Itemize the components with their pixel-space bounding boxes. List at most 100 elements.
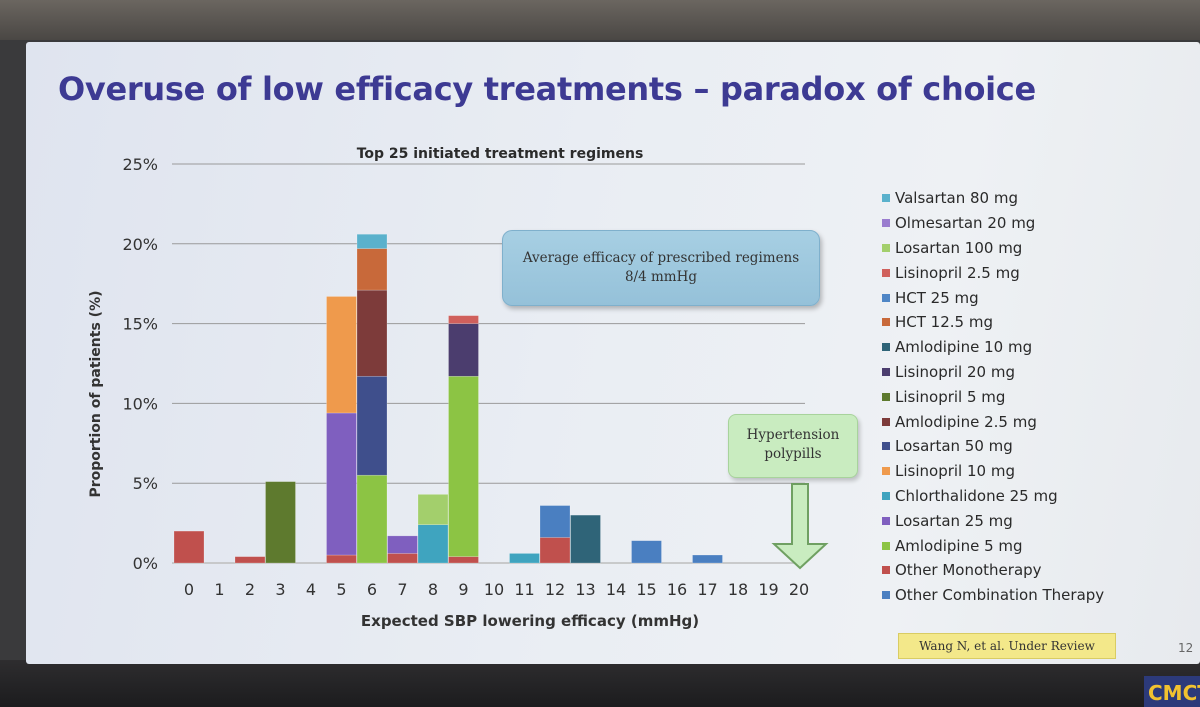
legend-item: Olmesartan 20 mg bbox=[882, 211, 1104, 236]
x-tick-label: 18 bbox=[728, 580, 748, 599]
bar-segment bbox=[570, 514, 601, 564]
bar-segment bbox=[265, 481, 296, 564]
bar-segment bbox=[631, 540, 662, 564]
legend-item: Losartan 50 mg bbox=[882, 434, 1104, 459]
legend-label: Olmesartan 20 mg bbox=[895, 214, 1036, 233]
average-efficacy-text: Average efficacy of prescribed regimens bbox=[522, 250, 800, 266]
citation-box: Wang N, et al. Under Review bbox=[898, 633, 1116, 659]
bar-segment bbox=[356, 375, 388, 476]
chart-legend: Valsartan 80 mg Olmesartan 20 mg Losartan … bbox=[882, 186, 1104, 608]
conference-logo: CMCT bbox=[1144, 676, 1200, 707]
polypill-arrow bbox=[771, 483, 829, 570]
legend-label: Lisinopril 20 mg bbox=[895, 362, 1015, 381]
legend-swatch bbox=[882, 442, 890, 451]
legend-swatch bbox=[882, 194, 890, 203]
legend-item: Lisinopril 5 mg bbox=[882, 384, 1104, 409]
legend-label: Lisinopril 5 mg bbox=[895, 387, 1006, 406]
legend-label: HCT 25 mg bbox=[895, 288, 979, 307]
legend-label: Lisinopril 2.5 mg bbox=[895, 263, 1020, 282]
legend-swatch bbox=[882, 566, 890, 575]
y-tick-label: 10% bbox=[122, 394, 158, 413]
bar-segment bbox=[356, 289, 388, 377]
y-tick-label: 0% bbox=[133, 554, 158, 573]
x-tick-label: 10 bbox=[484, 580, 504, 599]
legend-swatch bbox=[882, 467, 890, 476]
chart-bars bbox=[173, 233, 723, 564]
x-tick-label: 9 bbox=[458, 580, 468, 599]
legend-item: HCT 12.5 mg bbox=[882, 310, 1104, 335]
x-tick-label: 5 bbox=[336, 580, 346, 599]
legend-item: HCT 25 mg bbox=[882, 285, 1104, 310]
x-tick-label: 4 bbox=[306, 580, 316, 599]
legend-item: Other Combination Therapy bbox=[882, 583, 1104, 608]
legend-label: Other Combination Therapy bbox=[895, 586, 1105, 605]
x-tick-label: 14 bbox=[606, 580, 626, 599]
average-efficacy-callout: Average efficacy of prescribed regimens … bbox=[502, 230, 820, 306]
legend-swatch bbox=[882, 491, 890, 500]
legend-swatch bbox=[882, 243, 890, 252]
legend-label: Valsartan 80 mg bbox=[895, 189, 1018, 208]
legend-swatch bbox=[882, 417, 890, 426]
legend-label: Lisinopril 10 mg bbox=[895, 462, 1015, 481]
legend-label: Losartan 25 mg bbox=[895, 511, 1013, 530]
legend-swatch bbox=[882, 293, 890, 302]
x-tick-label: 3 bbox=[275, 580, 285, 599]
legend-label: Amlodipine 10 mg bbox=[895, 338, 1033, 357]
bar-segment bbox=[448, 323, 479, 377]
slide-number: 12 bbox=[1178, 641, 1194, 655]
bar-segment bbox=[356, 474, 388, 564]
legend-swatch bbox=[882, 367, 890, 376]
x-tick-label: 19 bbox=[758, 580, 778, 599]
legend-swatch bbox=[882, 591, 890, 600]
x-tick-label: 1 bbox=[214, 580, 224, 599]
legend-label: Losartan 50 mg bbox=[895, 437, 1013, 456]
bar-segment bbox=[448, 556, 479, 564]
legend-label: Amlodipine 2.5 mg bbox=[895, 412, 1037, 431]
bar-segment bbox=[326, 412, 357, 556]
x-tick-label: 7 bbox=[397, 580, 407, 599]
x-tick-label: 13 bbox=[575, 580, 595, 599]
legend-item: Lisinopril 10 mg bbox=[882, 459, 1104, 484]
bar-segment bbox=[326, 296, 357, 414]
bar-segment bbox=[509, 553, 540, 564]
projection-screen bbox=[26, 42, 1200, 664]
legend-swatch bbox=[882, 392, 890, 401]
bar-segment bbox=[356, 233, 388, 249]
legend-swatch bbox=[882, 343, 890, 352]
legend-item: Lisinopril 2.5 mg bbox=[882, 260, 1104, 285]
x-tick-label: 16 bbox=[667, 580, 687, 599]
y-tick-label: 15% bbox=[122, 315, 158, 334]
y-tick-label: 25% bbox=[122, 155, 158, 174]
bar-segment bbox=[387, 535, 418, 554]
legend-item: Losartan 25 mg bbox=[882, 508, 1104, 533]
bar-segment bbox=[539, 537, 571, 564]
x-tick-label: 17 bbox=[697, 580, 717, 599]
polypill-text-line1: Hypertension bbox=[746, 427, 840, 443]
bar-segment bbox=[448, 375, 479, 557]
x-tick-label: 20 bbox=[789, 580, 809, 599]
x-axis-ticks: 0 1 2 3 4 5 6 7 8 9 10 11 12 13 14 15 16 17 18 19 20 bbox=[184, 580, 809, 599]
bar-segment bbox=[234, 556, 266, 564]
x-tick-label: 8 bbox=[428, 580, 438, 599]
average-efficacy-value: 8/4 mmHg bbox=[624, 269, 698, 285]
slide-title: Overuse of low efficacy treatments – par… bbox=[58, 70, 1036, 108]
room-ceiling bbox=[0, 0, 1200, 40]
polypill-text-line2: polypills bbox=[764, 446, 822, 462]
y-axis-label: Proportion of patients (%) bbox=[88, 290, 104, 498]
legend-item: Amlodipine 10 mg bbox=[882, 335, 1104, 360]
legend-item: Amlodipine 5 mg bbox=[882, 533, 1104, 558]
legend-item: Losartan 100 mg bbox=[882, 236, 1104, 261]
x-axis-label: Expected SBP lowering efficacy (mmHg) bbox=[360, 612, 700, 630]
x-tick-label: 6 bbox=[367, 580, 377, 599]
legend-label: HCT 12.5 mg bbox=[895, 313, 993, 332]
x-tick-label: 11 bbox=[514, 580, 534, 599]
x-tick-label: 2 bbox=[245, 580, 255, 599]
bar-segment bbox=[387, 553, 418, 564]
room-floor bbox=[0, 660, 1200, 707]
chart-title: Top 25 initiated treatment regimens bbox=[356, 146, 644, 162]
y-tick-label: 5% bbox=[133, 474, 158, 493]
x-tick-label: 15 bbox=[636, 580, 656, 599]
legend-label: Other Monotherapy bbox=[895, 561, 1042, 580]
legend-swatch bbox=[882, 541, 890, 550]
